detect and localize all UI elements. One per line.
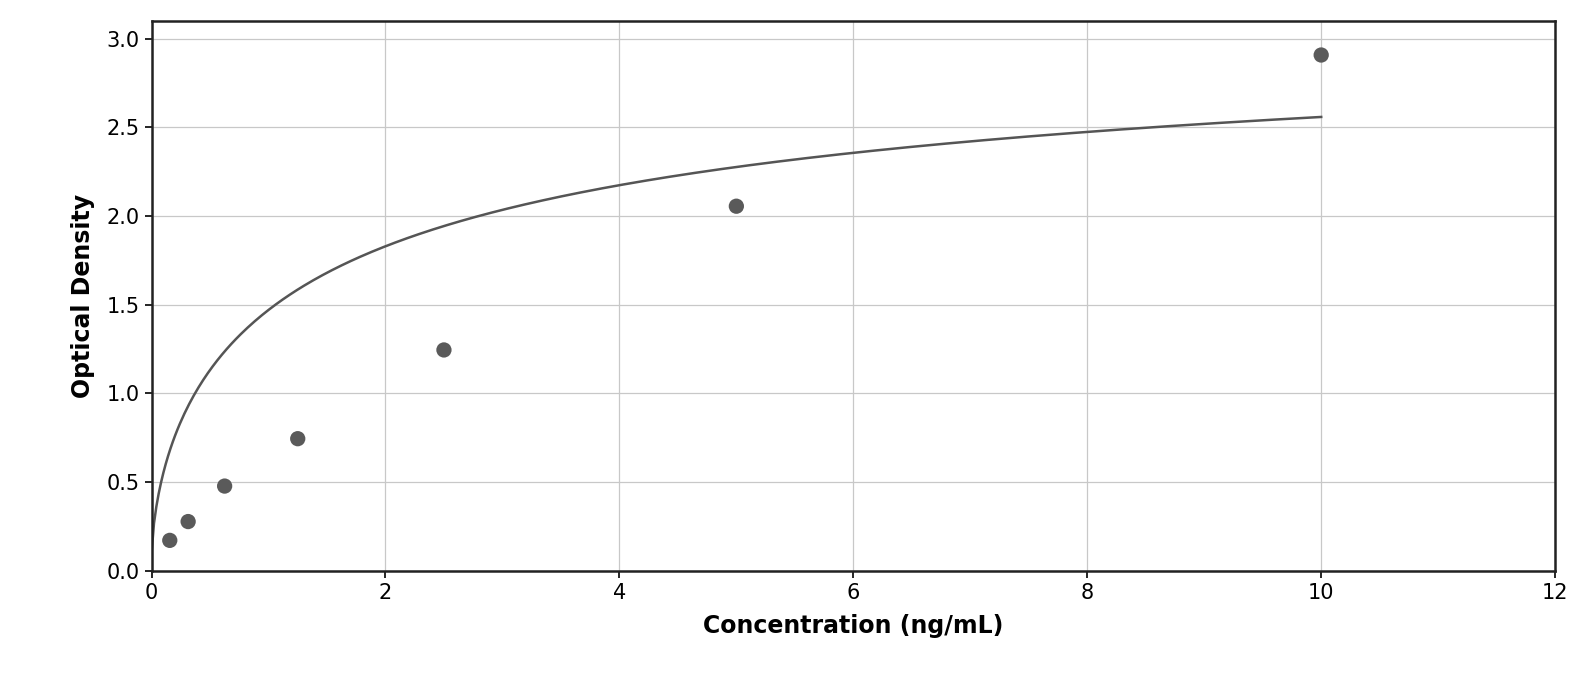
Point [212, 480, 238, 491]
Point [1308, 49, 1333, 60]
Y-axis label: Optical Density: Optical Density [72, 194, 96, 398]
X-axis label: Concentration (ng/mL): Concentration (ng/mL) [703, 614, 1003, 638]
Point [286, 433, 311, 444]
Point [431, 345, 456, 356]
Point [175, 516, 201, 527]
Point [724, 201, 750, 212]
Point [156, 535, 182, 546]
